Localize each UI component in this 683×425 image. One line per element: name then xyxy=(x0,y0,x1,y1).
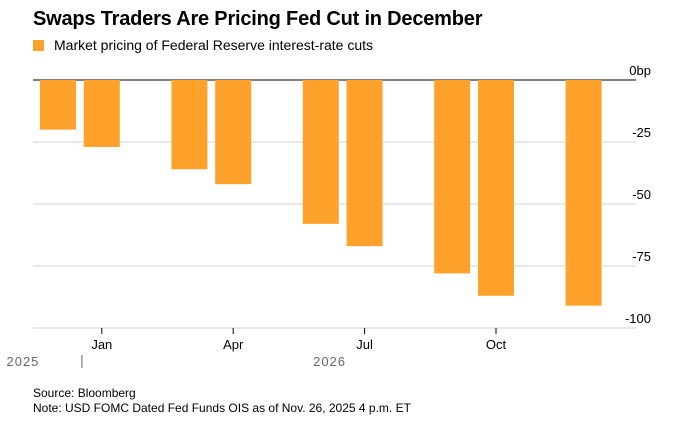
note-text: Note: USD FOMC Dated Fed Funds OIS as of… xyxy=(33,401,411,415)
x-tick-label: Jul xyxy=(356,337,373,352)
chart-title: Swaps Traders Are Pricing Fed Cut in Dec… xyxy=(33,8,483,30)
year-label: 2026 xyxy=(313,354,346,369)
y-tick-label: -50 xyxy=(632,187,651,202)
bar xyxy=(478,80,514,296)
bar xyxy=(40,80,76,130)
x-tick-label: Apr xyxy=(223,337,244,352)
bar xyxy=(83,80,120,147)
bar xyxy=(302,80,339,224)
source-text: Source: Bloomberg xyxy=(33,386,136,400)
y-tick-label: -100 xyxy=(625,311,651,326)
y-tick-label: -25 xyxy=(632,125,651,140)
bar xyxy=(215,80,252,185)
legend-label: Market pricing of Federal Reserve intere… xyxy=(54,37,374,53)
year-label: 2025 xyxy=(6,354,39,369)
bar-chart: 0bp -25 -50 -75 -100 Jan Apr Jul Oct 2025 2026 xyxy=(6,63,651,369)
bar xyxy=(171,80,208,170)
x-tick-label: Oct xyxy=(486,337,507,352)
legend-swatch xyxy=(33,39,44,51)
y-tick-label: 0bp xyxy=(629,63,651,78)
bar xyxy=(565,80,602,306)
x-tick-label: Jan xyxy=(91,337,112,352)
bar xyxy=(346,80,383,247)
footer: Source: Bloomberg Note: USD FOMC Dated F… xyxy=(33,386,411,416)
legend: Market pricing of Federal Reserve intere… xyxy=(33,37,373,53)
y-tick-label: -75 xyxy=(632,249,651,264)
bar xyxy=(434,80,471,274)
